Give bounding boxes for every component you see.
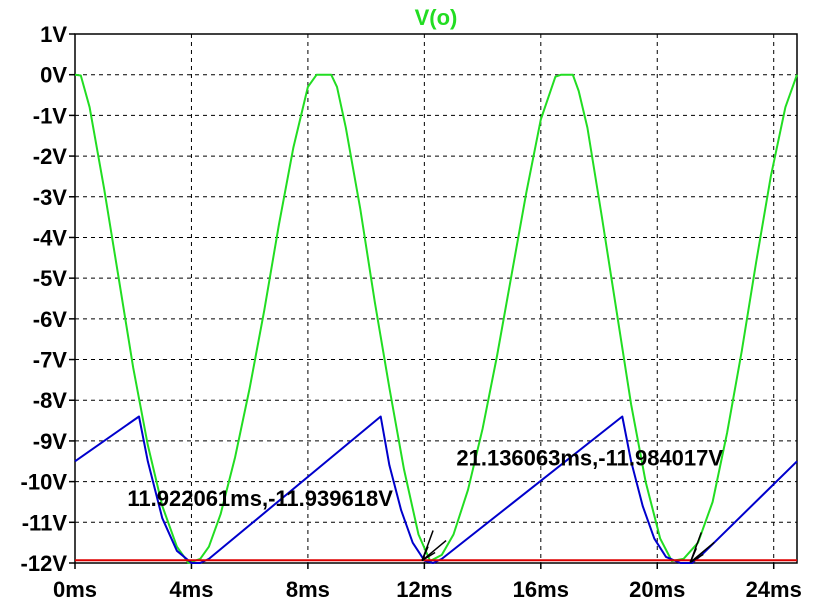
- y-tick-label: -9V: [33, 429, 68, 454]
- cursor-arrowhead: [421, 546, 429, 561]
- cursor-readout-2: 21.136063ms,-11.984017V: [456, 445, 723, 470]
- series: [74, 73, 798, 564]
- cursor-arrowhead: [421, 551, 436, 562]
- chart-title: V(o): [415, 5, 458, 30]
- y-tick-label: -6V: [33, 307, 68, 332]
- y-tick-label: -8V: [33, 388, 68, 413]
- y-axis: 1V 0V -1V -2V -3V -4V -5V -6V -7V -8V -9V -10V -11V -…: [21, 22, 75, 576]
- x-tick-label: 20ms: [629, 577, 685, 602]
- x-tick-label: 16ms: [513, 577, 569, 602]
- y-tick-label: -12V: [21, 551, 68, 576]
- y-tick-label: -10V: [21, 470, 68, 495]
- series-line-1: [74, 415, 798, 564]
- y-tick-label: -2V: [33, 144, 68, 169]
- y-tick-label: 0V: [40, 63, 67, 88]
- x-tick-label: 12ms: [396, 577, 452, 602]
- y-tick-label: -11V: [22, 510, 68, 535]
- y-tick-label: -7V: [33, 348, 68, 373]
- grid: [74, 33, 797, 564]
- x-tick-label: 4ms: [169, 577, 213, 602]
- cursor-readout-1: 11.922061ms,-11.939618V: [127, 486, 393, 511]
- x-axis: 0ms 4ms 8ms 12ms 16ms 20ms 24ms: [53, 563, 802, 602]
- cursor-arrowhead: [689, 548, 698, 563]
- y-tick-label: -4V: [33, 225, 68, 250]
- y-tick-label: -3V: [33, 185, 68, 210]
- cursor-arrowhead: [689, 553, 704, 563]
- plot-frame: [74, 33, 798, 564]
- annotations: 11.922061ms,-11.939618V 21.136063ms,-11.9…: [127, 445, 723, 563]
- x-tick-label: 24ms: [746, 577, 802, 602]
- x-tick-label: 8ms: [286, 577, 330, 602]
- y-tick-label: 1V: [40, 22, 67, 47]
- y-tick-label: -5V: [33, 266, 68, 291]
- y-tick-label: -1V: [33, 103, 68, 128]
- x-tick-label: 0ms: [53, 577, 97, 602]
